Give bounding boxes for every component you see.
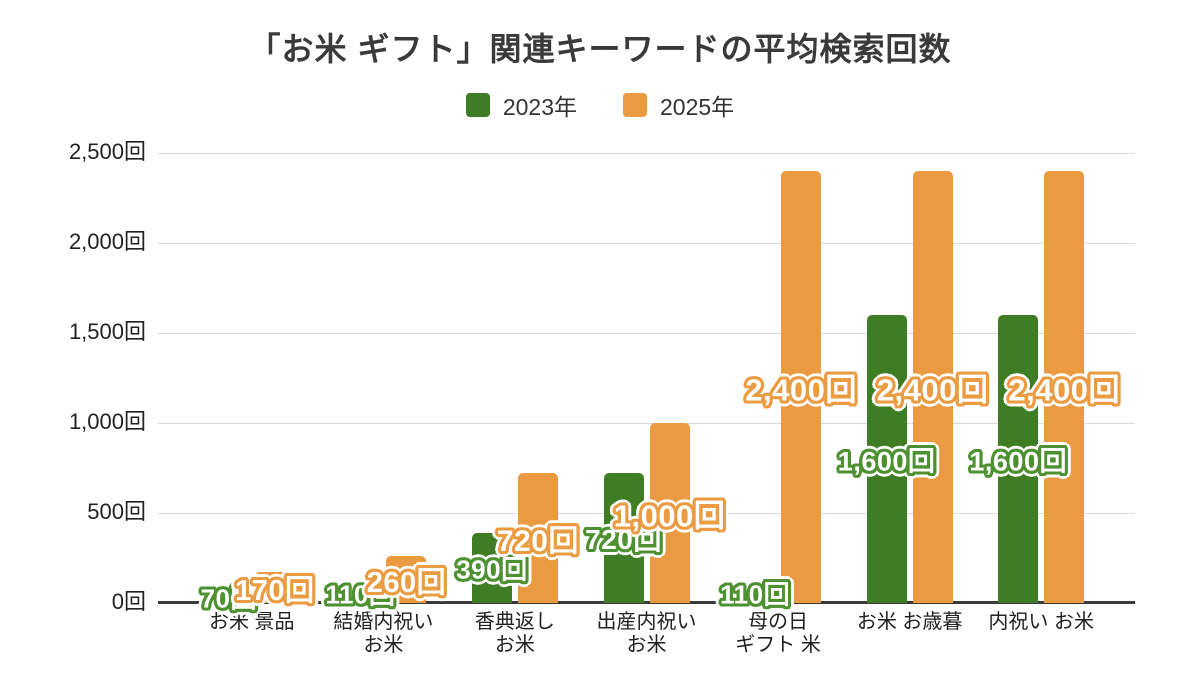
chart-legend: 2023年 2025年 <box>0 88 1200 122</box>
legend-item-2023: 2023年 <box>465 88 577 122</box>
value-label-2025年: 2,400回 <box>745 372 857 408</box>
value-label-2023年: 1,600回 <box>837 446 936 477</box>
gridline <box>158 152 1135 154</box>
y-axis-tick-label: 1,000回 <box>68 409 146 434</box>
x-axis-label: 香典返し お米 <box>475 611 555 657</box>
bar-2025年 <box>386 556 427 603</box>
value-label-2025年: 2,400回 <box>1008 372 1120 408</box>
gridline <box>158 332 1135 334</box>
y-axis-tick-label: 500回 <box>87 499 146 524</box>
bar-2023年 <box>998 315 1039 603</box>
chart-title: 「お米 ギフト」関連キーワードの平均検索回数 <box>248 31 952 67</box>
x-axis-label-line: お米 お歳暮 <box>856 611 963 633</box>
y-axis-tick-label: 1,500回 <box>68 319 146 344</box>
bar-2025年 <box>912 171 953 603</box>
legend-swatch-2023-icon <box>465 93 490 117</box>
bar-2025年 <box>649 423 690 603</box>
bar-2023年 <box>735 583 776 603</box>
x-axis-label: 結婚内祝い お米 <box>333 611 433 657</box>
x-axis-label-line: 香典返し <box>474 611 555 633</box>
value-label-2025年: 1,000回 <box>613 498 726 534</box>
x-axis-label-line: お米 景品 <box>209 611 295 633</box>
x-axis-label-line: 母の日 <box>748 611 809 633</box>
value-label-2023年: 390回 <box>456 554 528 585</box>
y-axis-tick-label: 2,000回 <box>68 229 146 254</box>
gridline <box>158 242 1135 244</box>
legend-item-2025: 2025年 <box>623 88 734 122</box>
value-label-2025年: 170回 <box>235 574 315 607</box>
bar-2025年 <box>517 473 558 603</box>
bar-2025年 <box>254 572 295 603</box>
value-label-2023年: 110回 <box>720 579 791 610</box>
legend-label-2025: 2025年 <box>660 94 735 120</box>
value-label-2023年: 1,600回 <box>969 446 1067 477</box>
value-label-2023年: 720回 <box>585 524 662 556</box>
gridline <box>158 512 1135 514</box>
bar-2023年 <box>866 315 907 603</box>
x-axis-label-line: お米 <box>494 634 535 656</box>
bar-2025年 <box>781 171 822 603</box>
x-axis-label: お米 景品 <box>209 611 295 634</box>
x-axis-label-line: お米 <box>363 634 404 656</box>
x-axis-label: 内祝い お米 <box>988 611 1094 634</box>
bar-2023年 <box>340 583 381 603</box>
x-axis-label-line: お米 <box>626 634 667 656</box>
bar-2023年 <box>471 532 512 603</box>
legend-swatch-2025-icon <box>623 93 647 117</box>
x-axis-label: 出産内祝い お米 <box>597 611 697 657</box>
x-axis-line <box>158 601 1135 604</box>
bar-2023年 <box>603 473 644 603</box>
legend-label-2023: 2023年 <box>502 94 577 120</box>
value-label-2023年: 70回 <box>200 583 258 614</box>
value-label-2023年: 110回 <box>325 579 396 610</box>
value-label-2025年: 720回 <box>496 525 579 559</box>
y-axis-tick-label: 0回 <box>111 589 146 614</box>
bar-2023年 <box>208 590 249 603</box>
value-label-2025年: 260回 <box>366 566 447 599</box>
value-label-2025年: 2,400回 <box>876 372 989 408</box>
y-axis-tick-label: 2,500回 <box>68 139 146 164</box>
bar-2025年 <box>1044 171 1085 603</box>
x-axis-label-line: 結婚内祝い <box>333 611 434 633</box>
x-axis-label-line: 内祝い お米 <box>988 611 1094 633</box>
x-axis-label: 母の日 ギフト 米 <box>735 611 821 657</box>
x-axis-label: お米 お歳暮 <box>857 611 963 634</box>
gridline <box>158 422 1135 424</box>
x-axis-label-line: 出産内祝い <box>596 611 697 633</box>
x-axis-label-line: ギフト 米 <box>735 634 821 656</box>
